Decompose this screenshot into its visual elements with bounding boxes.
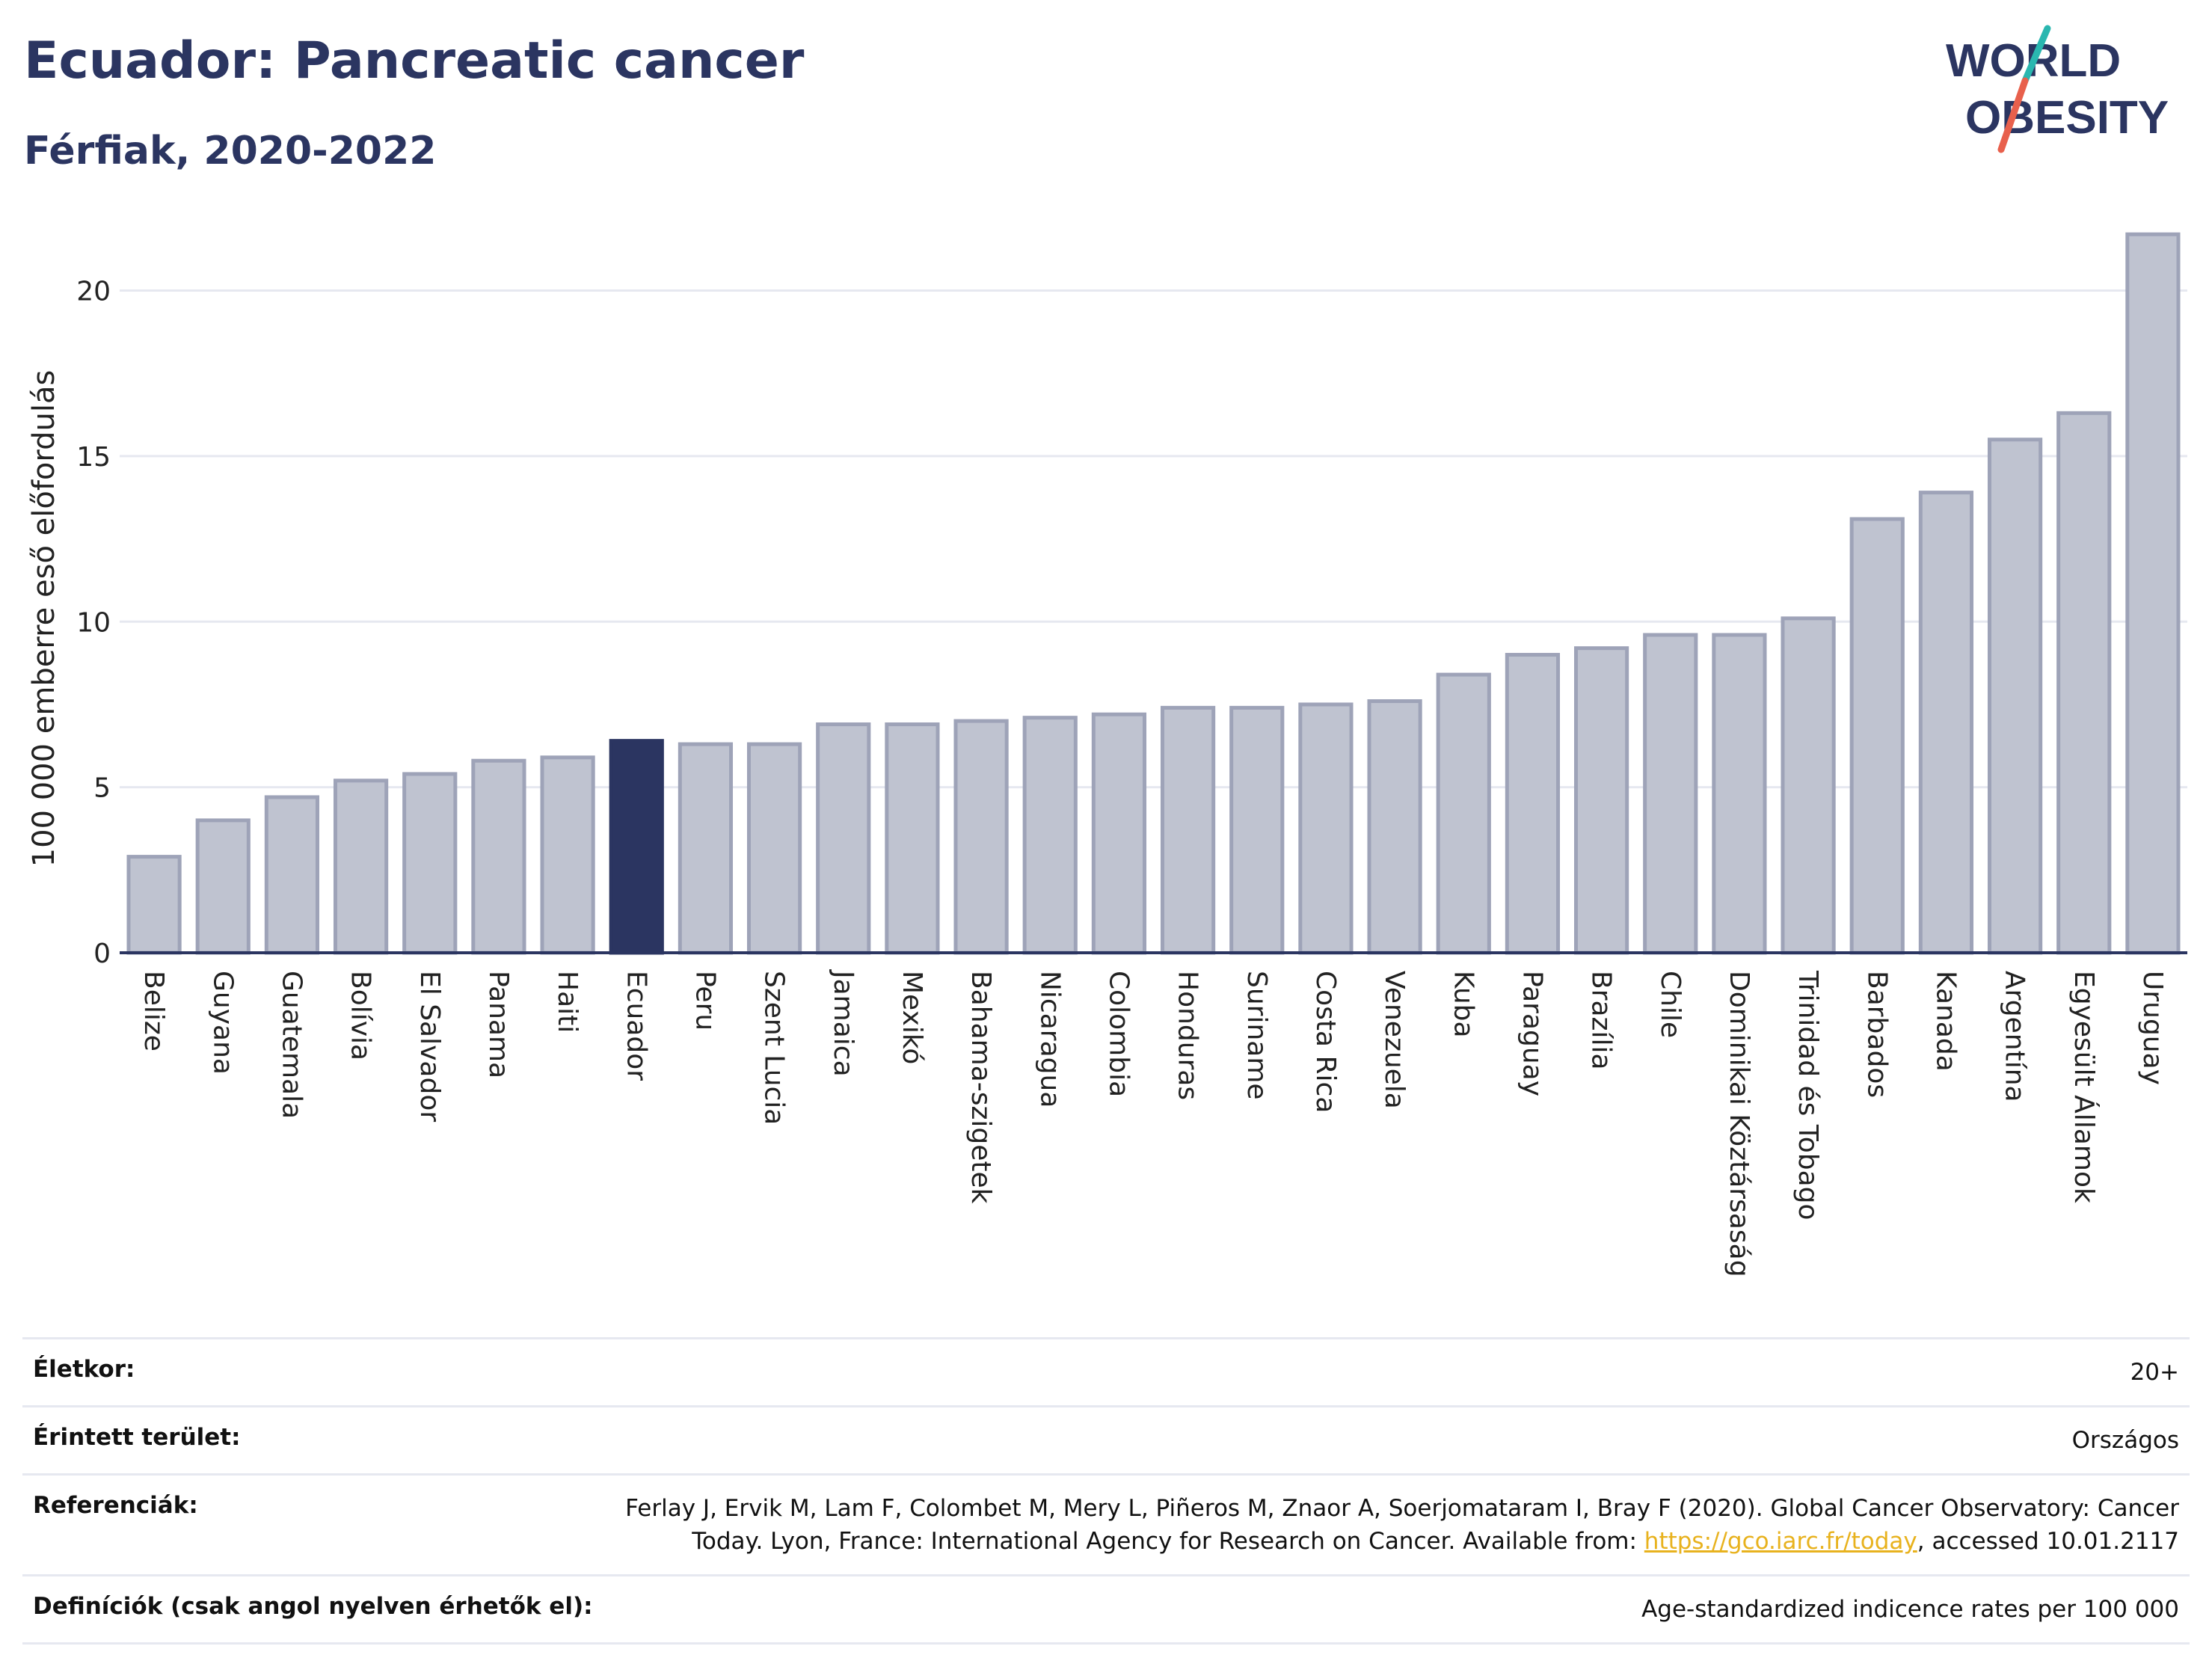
y-tick-label: 0 <box>93 939 111 969</box>
bar <box>2125 232 2181 955</box>
x-tick-label: Guatemala <box>276 971 307 1119</box>
bar <box>609 739 664 955</box>
x-tick-label: Suriname <box>1241 971 1272 1100</box>
references-label: Referenciák: <box>22 1473 612 1576</box>
chart-title: Ecuador: Pancreatic cancer <box>24 31 805 90</box>
bar <box>885 722 940 955</box>
x-tick-label: Trinidad és Tobago <box>1792 970 1823 1220</box>
world-obesity-logo: WORLD OBESITY <box>1946 25 2169 153</box>
y-tick-label: 5 <box>93 773 111 804</box>
bar <box>471 758 526 955</box>
references-accessed: , accessed 10.01.2117 <box>1917 1528 2179 1555</box>
y-tick-label: 20 <box>76 277 111 307</box>
bar <box>540 755 595 955</box>
area-label: Érintett terület: <box>22 1405 612 1475</box>
age-value: 20+ <box>612 1337 2190 1407</box>
bar <box>1643 633 1698 955</box>
bar <box>1160 705 1216 955</box>
x-tick-label: Uruguay <box>2137 971 2168 1085</box>
bar <box>333 779 389 955</box>
x-tick-label: Costa Rica <box>1310 971 1341 1113</box>
x-tick-label: Bahama-szigetek <box>965 971 996 1204</box>
x-tick-label: Argentína <box>2000 971 2030 1102</box>
bar <box>1987 437 2043 955</box>
bar <box>2056 411 2112 955</box>
bar <box>1918 491 1974 955</box>
bar <box>678 742 734 955</box>
x-tick-label: Barbados <box>1861 971 1892 1098</box>
bar <box>1781 616 1836 955</box>
info-row-age: Életkor: 20+ <box>22 1337 2190 1407</box>
x-tick-label: Peru <box>689 971 720 1031</box>
bar-chart: 0 5 10 15 20 Belize Guyana Guatemala Bolívia El S… <box>27 232 2187 1277</box>
references-text: Ferlay J, Ervik M, Lam F, Colombet M, Me… <box>625 1495 2179 1555</box>
bar <box>1573 646 1629 955</box>
x-tick-label: Kanada <box>1930 971 1961 1072</box>
y-axis-title: 100 000 emberre eső előfordulás <box>27 370 61 868</box>
x-tick-label: Ecuador <box>621 971 651 1081</box>
bar <box>1367 699 1422 955</box>
references-link[interactable]: https://gco.iarc.fr/today <box>1644 1528 1917 1555</box>
y-tick-label: 10 <box>76 607 111 638</box>
info-row-definitions: Definíciók (csak angol nyelven érhetők e… <box>22 1574 2190 1645</box>
logo-slash-teal <box>2021 25 2051 85</box>
x-tick-label: Panama <box>483 971 514 1078</box>
info-row-area: Érintett terület: Országos <box>22 1405 2190 1475</box>
bar <box>1022 716 1078 955</box>
bar <box>1849 517 1905 955</box>
x-tick-label: Venezuela <box>1379 971 1410 1109</box>
bar <box>1712 633 1767 955</box>
logo-slash-red <box>1997 77 2029 153</box>
x-tick-label: Mexikó <box>897 971 927 1064</box>
bar <box>1298 702 1354 955</box>
bar <box>816 722 871 955</box>
area-value: Országos <box>612 1405 2190 1475</box>
x-tick-label: Paraguay <box>1517 971 1547 1096</box>
bar <box>1229 705 1285 955</box>
x-tick-label: El Salvador <box>414 971 445 1122</box>
bar <box>1091 712 1147 955</box>
bar <box>746 742 802 955</box>
x-tick-label: Chile <box>1655 971 1686 1038</box>
x-tick-label: Honduras <box>1173 971 1203 1100</box>
age-label: Életkor: <box>22 1337 612 1407</box>
bar <box>1505 653 1561 955</box>
x-tick-label: Dominikai Köztársaság <box>1724 971 1754 1277</box>
x-tick-label: Nicaragua <box>1034 971 1065 1108</box>
bar <box>126 855 182 955</box>
logo-text-obesity: OBESITY <box>1965 92 2169 144</box>
y-tick-label: 15 <box>76 442 111 473</box>
x-tick-label: Jamaica <box>828 969 858 1077</box>
x-tick-label: Egyesült Államok <box>2068 971 2100 1203</box>
references-value: Ferlay J, Ervik M, Lam F, Colombet M, Me… <box>612 1473 2190 1576</box>
definitions-label: Definíciók (csak angol nyelven érhetők e… <box>22 1574 612 1645</box>
info-row-references: Referenciák: Ferlay J, Ervik M, Lam F, C… <box>22 1473 2190 1576</box>
bar <box>953 719 1009 955</box>
x-tick-label: Colombia <box>1103 971 1134 1097</box>
x-tick-label: Bolívia <box>345 971 376 1060</box>
definitions-value: Age-standardized indicence rates per 100… <box>612 1574 2190 1645</box>
x-tick-label: Guyana <box>207 971 238 1075</box>
x-tick-label: Kuba <box>1448 971 1478 1038</box>
x-tick-label: Haiti <box>552 971 583 1033</box>
x-tick-label: Belize <box>138 971 169 1051</box>
bar <box>402 772 458 955</box>
x-tick-label: Szent Lucia <box>759 971 790 1125</box>
bar <box>195 818 251 955</box>
info-table: Életkor: 20+ Érintett terület: Országos … <box>22 1337 2190 1645</box>
chart-subtitle: Férfiak, 2020-2022 <box>24 129 437 174</box>
bar <box>264 795 320 955</box>
x-tick-label: Brazília <box>1586 971 1617 1070</box>
bar <box>1436 672 1491 955</box>
